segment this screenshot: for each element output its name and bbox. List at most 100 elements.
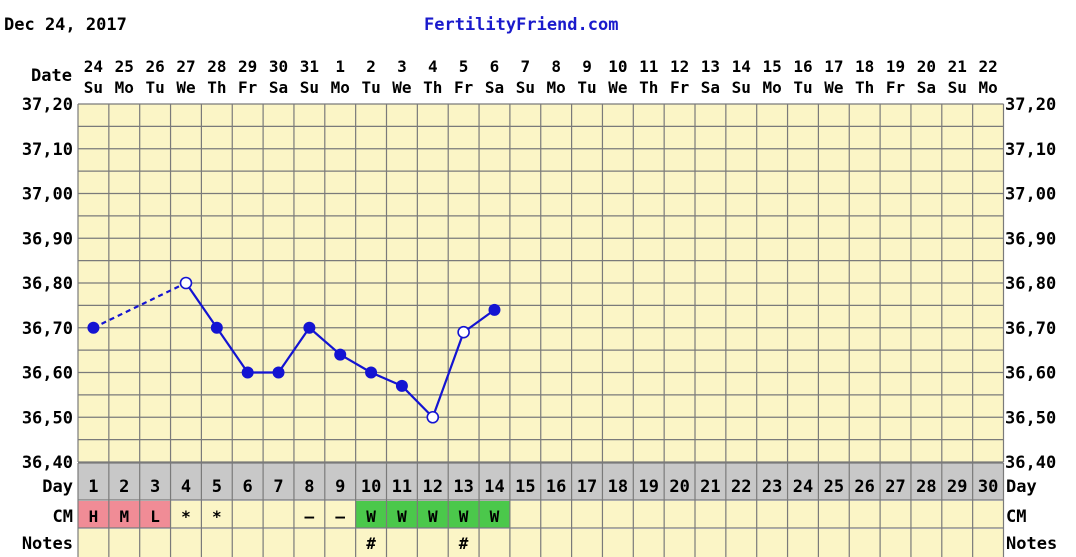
y-tick-label-left: 37,10 xyxy=(22,140,73,160)
cycle-day-label: 21 xyxy=(700,477,720,497)
weekday-label: Mo xyxy=(978,78,997,97)
cycle-day-label: 11 xyxy=(392,477,412,497)
weekday-label: Su xyxy=(516,78,535,97)
date-number-label: 7 xyxy=(521,57,531,76)
data-point xyxy=(87,321,100,334)
weekday-label: We xyxy=(824,78,843,97)
cm-label: W xyxy=(490,507,500,526)
cycle-day-label: 30 xyxy=(978,477,998,497)
cycle-day-label: 20 xyxy=(669,477,689,497)
cm-label: W xyxy=(397,507,407,526)
series-segment xyxy=(431,331,465,418)
data-point xyxy=(334,348,347,361)
weekday-label: Fr xyxy=(670,78,689,97)
date-number-label: 16 xyxy=(793,57,812,76)
cycle-day-label: 14 xyxy=(484,477,504,497)
cm-cell xyxy=(448,501,480,528)
date-number-label: 14 xyxy=(732,57,751,76)
cm-cell xyxy=(78,501,109,528)
cycle-day-label: 24 xyxy=(793,477,813,497)
date-number-label: 15 xyxy=(762,57,781,76)
cm-label: H xyxy=(89,507,99,526)
data-point xyxy=(241,366,254,379)
cycle-day-label: 15 xyxy=(515,477,535,497)
weekday-label: Tu xyxy=(361,78,380,97)
weekday-label: We xyxy=(176,78,195,97)
y-tick-label-right: 37,20 xyxy=(1005,95,1056,115)
cycle-day-label: 13 xyxy=(453,477,473,497)
cycle-day-label: 5 xyxy=(212,477,222,497)
date-number-label: 21 xyxy=(948,57,967,76)
weekday-label: Th xyxy=(639,78,658,97)
weekday-label: Mo xyxy=(331,78,350,97)
cm-cell xyxy=(355,501,387,528)
series-segment-dashed xyxy=(92,282,187,329)
date-number-label: 9 xyxy=(582,57,592,76)
weekday-label: Su xyxy=(948,78,967,97)
cm-label: M xyxy=(119,507,129,526)
date-number-label: 26 xyxy=(145,57,164,76)
cycle-day-label: 22 xyxy=(731,477,751,497)
cycle-day-label: 19 xyxy=(638,477,658,497)
weekday-label: Tu xyxy=(793,78,812,97)
date-number-label: 17 xyxy=(824,57,843,76)
weekday-label: Sa xyxy=(701,78,720,97)
y-tick-label-left: 36,70 xyxy=(22,319,73,339)
date-number-label: 28 xyxy=(207,57,226,76)
data-point-open xyxy=(179,276,193,290)
weekday-label: Tu xyxy=(145,78,164,97)
site-name[interactable]: FertilityFriend.com xyxy=(424,15,619,35)
day-row-label-right: Day xyxy=(1006,477,1037,497)
cm-label: L xyxy=(150,507,160,526)
notes-row-label-right: Notes xyxy=(1006,534,1057,554)
series-segment xyxy=(308,326,341,356)
cm-row-label-right: CM xyxy=(1006,507,1026,527)
date-number-label: 4 xyxy=(428,57,438,76)
weekday-label: Th xyxy=(423,78,442,97)
weekday-label: Fr xyxy=(238,78,257,97)
cycle-day-label: 2 xyxy=(119,477,129,497)
day-row-label: Day xyxy=(42,477,73,497)
date-number-label: 2 xyxy=(366,57,376,76)
weekday-label: Mo xyxy=(547,78,566,97)
date-number-label: 6 xyxy=(490,57,500,76)
cycle-day-label: 28 xyxy=(916,477,936,497)
temperature-series xyxy=(87,276,501,424)
cm-cell xyxy=(417,501,449,528)
weekday-label: Tu xyxy=(577,78,596,97)
date-number-label: 3 xyxy=(397,57,407,76)
note-label: # xyxy=(366,534,376,553)
cycle-day-label: 25 xyxy=(824,477,844,497)
date-number-label: 12 xyxy=(670,57,689,76)
y-tick-label-right: 36,40 xyxy=(1005,453,1056,473)
weekday-label: Sa xyxy=(269,78,288,97)
chart-grid xyxy=(77,103,1005,463)
date-number-label: 1 xyxy=(335,57,345,76)
bottom-rows xyxy=(77,462,1005,557)
date-number-label: 18 xyxy=(855,57,874,76)
date-number-label: 30 xyxy=(269,57,288,76)
cycle-day-label: 26 xyxy=(854,477,874,497)
weekday-label: Su xyxy=(84,78,103,97)
cycle-day-label: 29 xyxy=(947,477,967,497)
y-tick-label-left: 36,90 xyxy=(22,229,73,249)
cycle-day-label: 7 xyxy=(273,477,283,497)
weekday-label: Th xyxy=(207,78,226,97)
weekday-label: Th xyxy=(855,78,874,97)
date-number-label: 20 xyxy=(917,57,936,76)
cycle-day-label: 8 xyxy=(304,477,314,497)
date-number-label: 19 xyxy=(886,57,905,76)
series-segment xyxy=(401,385,434,419)
weekday-label: Fr xyxy=(886,78,905,97)
cycle-day-label: 18 xyxy=(608,477,628,497)
cm-label: * xyxy=(212,507,222,526)
cycle-day-label: 4 xyxy=(181,477,191,497)
series-segment xyxy=(215,327,249,374)
note-label: # xyxy=(459,534,469,553)
y-tick-label-left: 36,80 xyxy=(22,274,73,294)
date-number-label: 25 xyxy=(115,57,134,76)
y-tick-label-left: 37,20 xyxy=(22,95,73,115)
data-point xyxy=(272,366,285,379)
y-tick-label-left: 36,50 xyxy=(22,408,73,428)
weekday-label: We xyxy=(392,78,411,97)
